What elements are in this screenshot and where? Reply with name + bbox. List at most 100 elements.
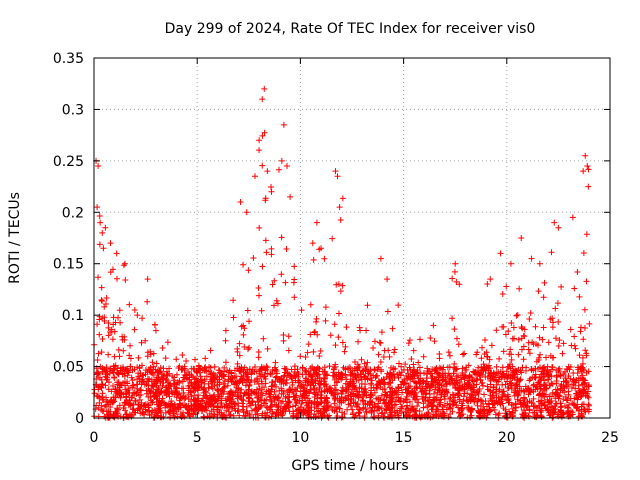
roti-point <box>227 388 234 395</box>
roti-point <box>484 411 491 418</box>
roti-point <box>159 345 166 352</box>
roti-point <box>363 327 370 334</box>
roti-point <box>571 285 578 292</box>
roti-point <box>309 240 316 247</box>
roti-point <box>131 389 138 396</box>
roti-point <box>222 337 229 344</box>
roti-point <box>109 336 116 343</box>
roti-point <box>240 331 247 338</box>
roti-point <box>506 363 513 370</box>
roti-point <box>139 315 146 322</box>
roti-point <box>409 388 416 395</box>
roti-point <box>388 409 395 416</box>
roti-point <box>310 348 317 355</box>
roti-point <box>403 372 410 379</box>
roti-point <box>234 408 241 415</box>
roti-point <box>360 397 367 404</box>
roti-point <box>247 402 254 409</box>
roti-point <box>188 388 195 395</box>
roti-point <box>384 276 391 283</box>
roti-point <box>385 347 392 354</box>
roti-point <box>528 255 535 262</box>
roti-point <box>96 313 103 320</box>
roti-point <box>563 397 570 404</box>
roti-point <box>464 390 471 397</box>
roti-point <box>500 323 507 330</box>
roti-point <box>297 353 304 360</box>
roti-point <box>302 377 309 384</box>
roti-point <box>166 393 173 400</box>
roti-point <box>157 400 164 407</box>
roti-point <box>126 396 133 403</box>
roti-point <box>348 389 355 396</box>
roti-point <box>487 365 494 372</box>
roti-point <box>299 364 306 371</box>
roti-point <box>259 132 266 139</box>
roti-point <box>233 378 240 385</box>
roti-point <box>419 383 426 390</box>
roti-point <box>151 321 158 328</box>
roti-point <box>446 352 453 359</box>
roti-point <box>331 396 338 403</box>
y-tick-label: 0.2 <box>62 205 84 221</box>
roti-point <box>391 374 398 381</box>
roti-point <box>191 376 198 383</box>
roti-point <box>201 414 208 421</box>
roti-point <box>112 394 119 401</box>
roti-point <box>111 375 118 382</box>
roti-point <box>496 399 503 406</box>
roti-point <box>331 321 338 328</box>
roti-point <box>155 374 162 381</box>
roti-point <box>282 279 289 286</box>
roti-point <box>401 376 408 383</box>
roti-point <box>229 391 236 398</box>
roti-point <box>371 338 378 345</box>
roti-point <box>428 406 435 413</box>
roti-point <box>278 157 285 164</box>
roti-point <box>111 353 118 360</box>
roti-point <box>98 297 105 304</box>
roti-point <box>474 375 481 382</box>
roti-point <box>378 392 385 399</box>
roti-point <box>274 300 281 307</box>
roti-point <box>222 327 229 334</box>
roti-point <box>272 374 279 381</box>
roti-point <box>532 323 539 330</box>
roti-point <box>442 370 449 377</box>
y-tick-label: 0.35 <box>53 51 84 67</box>
roti-point <box>107 365 114 372</box>
roti-point <box>383 406 390 413</box>
roti-point <box>214 407 221 414</box>
roti-point <box>381 410 388 417</box>
roti-point <box>244 307 251 314</box>
roti-point <box>305 399 312 406</box>
roti-point <box>386 353 393 360</box>
roti-point <box>207 347 214 354</box>
roti-point <box>486 408 493 415</box>
roti-point <box>571 401 578 408</box>
roti-point <box>255 285 262 292</box>
roti-point <box>307 365 314 372</box>
roti-point <box>255 394 262 401</box>
roti-point <box>339 413 346 420</box>
roti-point <box>416 364 423 371</box>
roti-point <box>482 398 489 405</box>
roti-point <box>538 407 545 414</box>
roti-point <box>446 379 453 386</box>
roti-point <box>373 372 380 379</box>
roti-point <box>578 368 585 375</box>
roti-point <box>302 394 309 401</box>
roti-point <box>313 386 320 393</box>
roti-point <box>547 399 554 406</box>
chart-title: Day 299 of 2024, Rate Of TEC Index for r… <box>165 21 536 37</box>
roti-point <box>96 212 103 219</box>
roti-point <box>291 263 298 270</box>
roti-point <box>513 312 520 319</box>
roti-point <box>430 396 437 403</box>
roti-point <box>463 366 470 373</box>
roti-point <box>136 375 143 382</box>
roti-point <box>388 364 395 371</box>
roti-point <box>416 408 423 415</box>
roti-point <box>519 413 526 420</box>
roti-point <box>99 396 106 403</box>
